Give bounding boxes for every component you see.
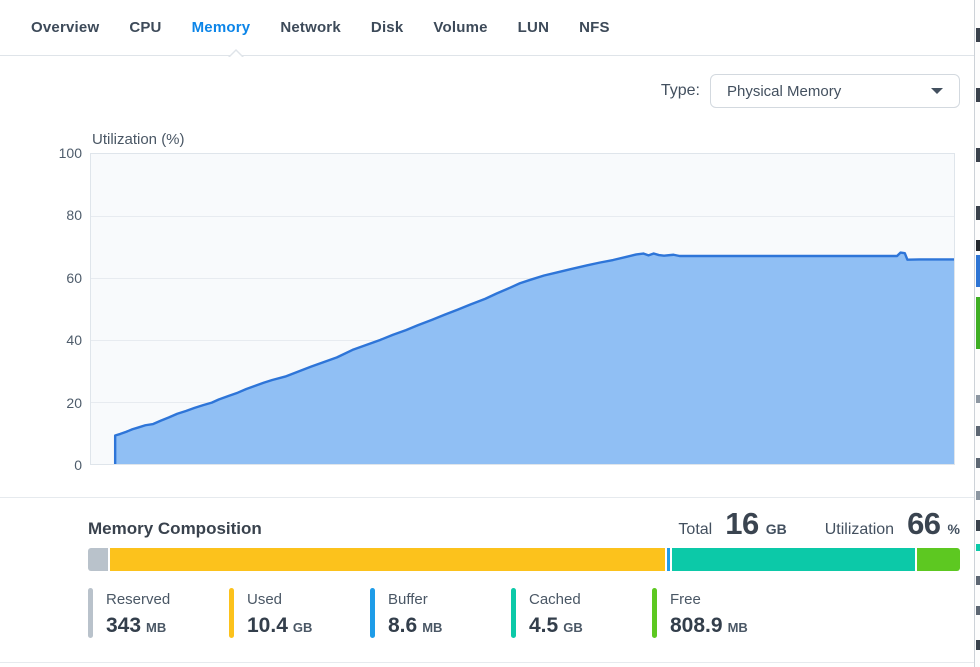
y-tick-20: 20 xyxy=(66,394,82,411)
active-tab-caret xyxy=(228,49,244,58)
composition-title: Memory Composition xyxy=(88,519,262,538)
legend-color-buffer xyxy=(370,588,375,638)
legend-value: 343 xyxy=(106,614,142,637)
y-tick-100: 100 xyxy=(58,145,82,161)
legend-item-cached: Cached 4.5 GB xyxy=(511,588,652,638)
utilization-value: 66 xyxy=(907,506,941,541)
chevron-down-icon xyxy=(931,88,943,94)
y-tick-0: 0 xyxy=(74,457,82,473)
legend-color-free xyxy=(652,588,657,638)
bottom-divider xyxy=(0,662,975,663)
total-label: Total xyxy=(678,521,713,538)
legend-label: Free xyxy=(670,591,701,608)
type-selector-row: Type: Physical Memory xyxy=(0,74,960,108)
tab-memory[interactable]: Memory xyxy=(191,19,251,36)
y-tick-40: 40 xyxy=(66,332,82,349)
legend-item-buffer: Buffer 8.6 MB xyxy=(370,588,511,638)
type-dropdown-value: Physical Memory xyxy=(727,82,842,100)
bar-segment-free xyxy=(916,548,961,571)
tab-cpu[interactable]: CPU xyxy=(129,19,162,36)
bar-segment-reserved xyxy=(88,548,108,571)
legend-color-reserved xyxy=(88,588,93,638)
tab-overview[interactable]: Overview xyxy=(31,19,100,36)
bar-segment-used xyxy=(110,548,666,571)
legend-label: Buffer xyxy=(388,591,428,608)
screen-edge-artifact xyxy=(974,0,980,667)
legend-item-reserved: Reserved 343 MB xyxy=(88,588,229,638)
tab-network[interactable]: Network xyxy=(280,19,341,36)
tab-lun[interactable]: LUN xyxy=(517,19,550,36)
utilization-series xyxy=(91,154,954,464)
section-divider xyxy=(0,497,975,498)
resource-monitor-tabbar: Overview CPU Memory Network Disk Volume LUN NFS xyxy=(0,0,975,56)
y-tick-80: 80 xyxy=(66,207,82,224)
memory-composition-legend: Reserved 343 MB Used 10.4 GB Buffer 8.6 MB Cached… xyxy=(88,588,793,638)
legend-value: 10.4 xyxy=(247,614,288,637)
type-label: Type: xyxy=(660,82,700,99)
total-unit: GB xyxy=(765,521,787,537)
legend-unit: MB xyxy=(727,620,748,635)
legend-unit: MB xyxy=(146,620,167,635)
legend-unit: GB xyxy=(563,620,583,635)
utilization-unit: % xyxy=(947,521,960,537)
legend-item-used: Used 10.4 GB xyxy=(229,588,370,638)
tab-nfs[interactable]: NFS xyxy=(579,19,610,36)
type-dropdown[interactable]: Physical Memory xyxy=(710,74,960,108)
legend-unit: MB xyxy=(422,620,443,635)
total-stat: Total 16 GB xyxy=(678,506,786,542)
y-tick-60: 60 xyxy=(66,269,82,286)
legend-label: Used xyxy=(247,591,283,608)
legend-label: Reserved xyxy=(106,591,171,608)
legend-color-used xyxy=(229,588,234,638)
bar-segment-buffer xyxy=(667,548,670,571)
legend-value: 4.5 xyxy=(529,614,559,637)
utilization-area-chart xyxy=(90,153,955,465)
legend-value: 8.6 xyxy=(388,614,418,637)
bar-segment-cached xyxy=(671,548,915,571)
composition-header: Memory Composition Total 16 GB Utilizati… xyxy=(88,506,960,542)
utilization-stat: Utilization 66 % xyxy=(825,506,960,542)
chart-title: Utilization (%) xyxy=(92,131,185,148)
memory-composition-bar xyxy=(88,548,961,571)
legend-color-cached xyxy=(511,588,516,638)
total-value: 16 xyxy=(725,506,759,541)
utilization-label: Utilization xyxy=(824,521,895,538)
legend-item-free: Free 808.9 MB xyxy=(652,588,793,638)
tab-volume[interactable]: Volume xyxy=(433,19,488,36)
legend-label: Cached xyxy=(529,591,581,608)
legend-unit: GB xyxy=(292,620,313,635)
legend-value: 808.9 xyxy=(670,614,723,637)
tab-disk[interactable]: Disk xyxy=(370,19,404,36)
